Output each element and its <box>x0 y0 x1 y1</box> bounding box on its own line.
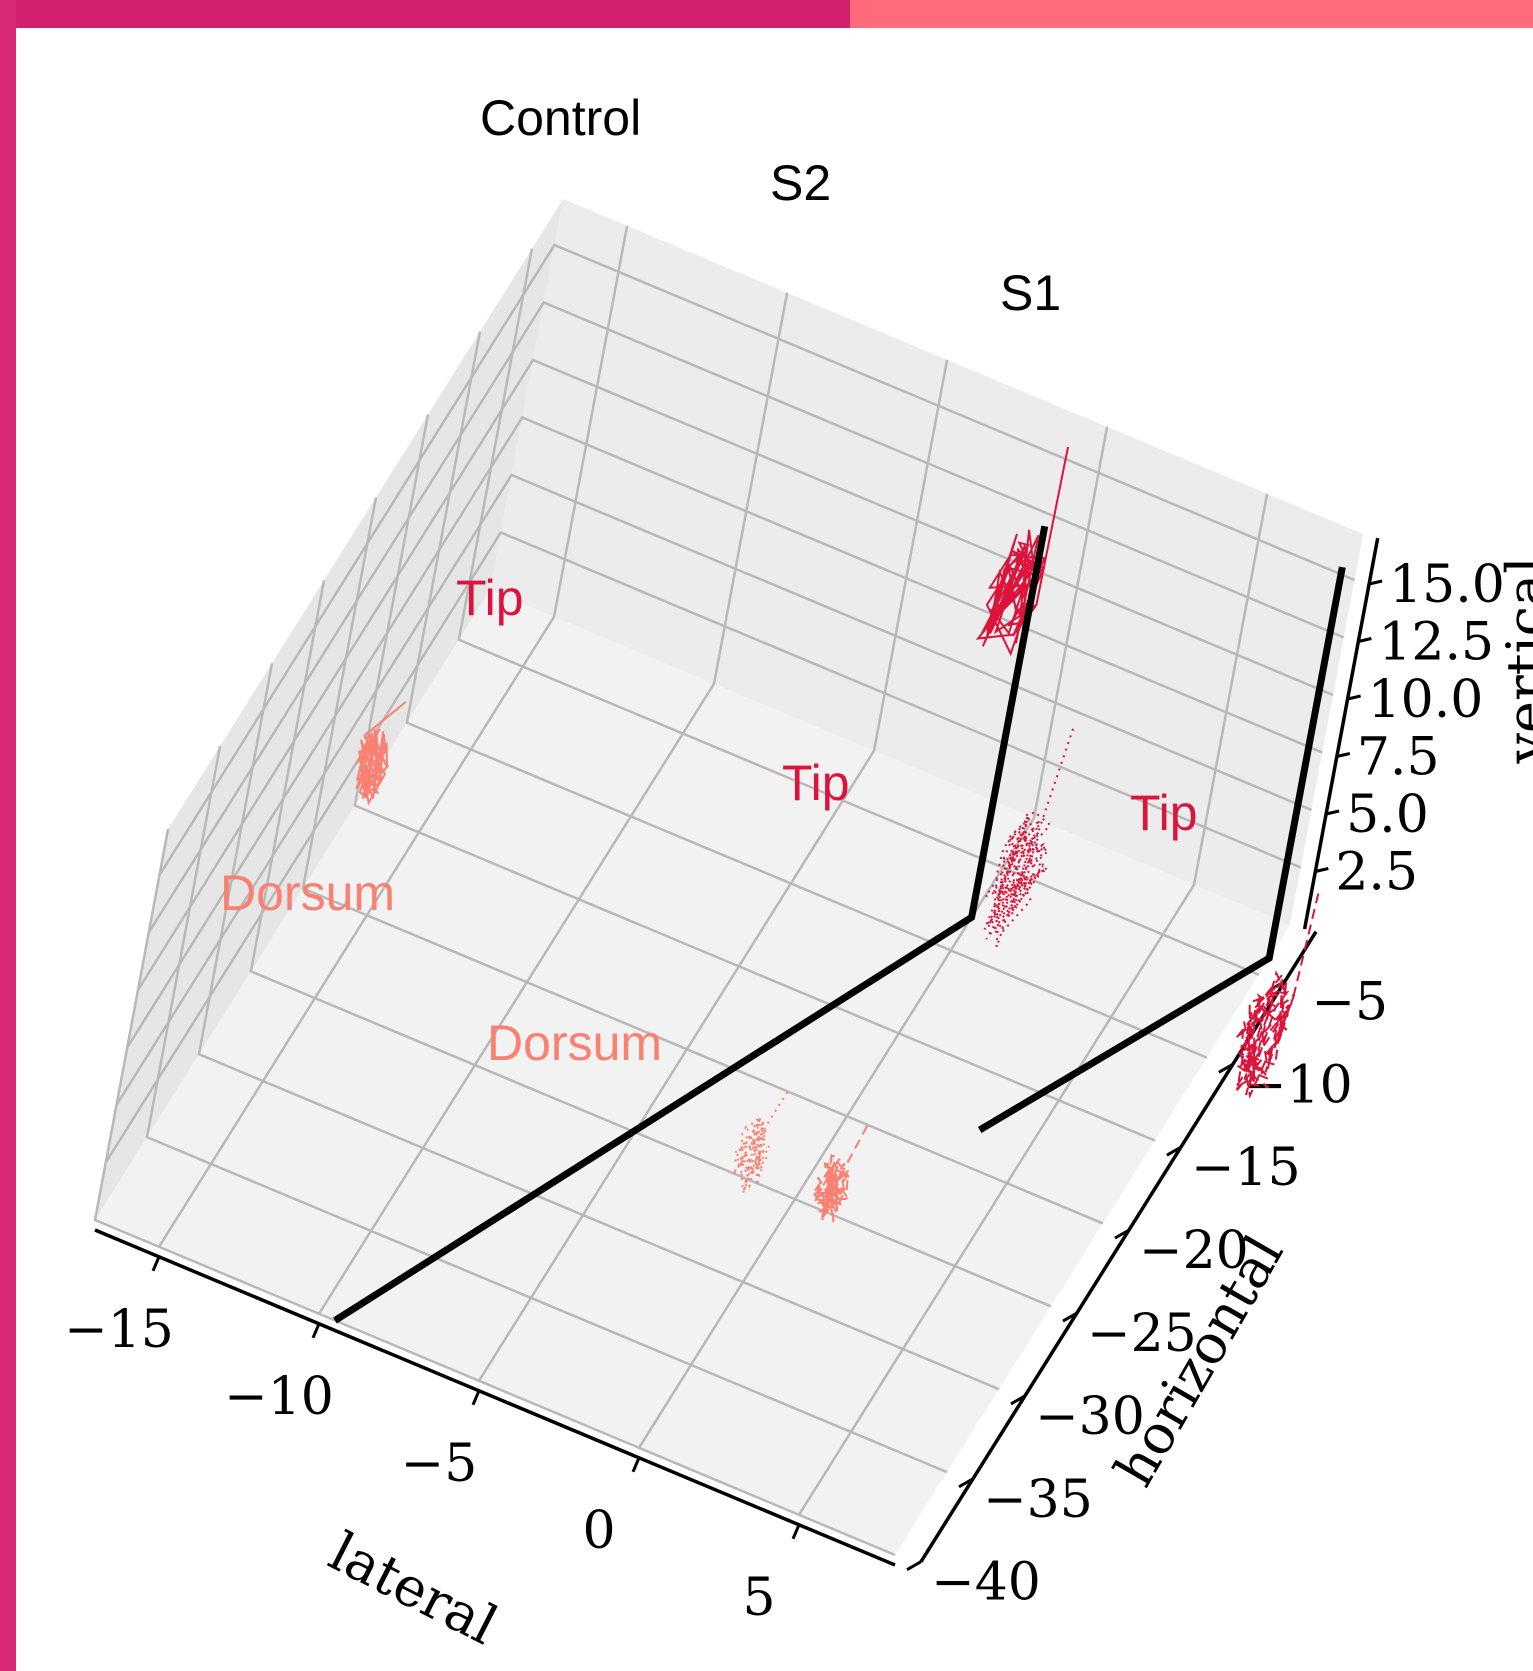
vertical-tick <box>1325 809 1340 816</box>
frame-left-band <box>0 0 16 1671</box>
trajectory-s1-tip <box>1234 893 1320 1099</box>
annotation-label: Dorsum <box>220 865 395 921</box>
annotation-label: Tip <box>1130 785 1198 841</box>
trajectory-s2-tip <box>982 728 1075 948</box>
vertical-tick-label: 15.0 <box>1389 555 1505 615</box>
gridline-horizontal <box>457 248 1260 976</box>
trajectory-control-tip <box>975 446 1070 657</box>
gridline-lateral <box>317 292 789 1315</box>
vertical-axis-line <box>1302 537 1380 930</box>
gridline-vertical <box>147 300 1345 934</box>
gridline-horizontal <box>197 662 1000 1391</box>
lateral-tick-label: −10 <box>224 1367 334 1427</box>
frame-top-left-band <box>0 0 850 28</box>
annotation-label: Control <box>480 90 641 146</box>
gridline-vertical <box>104 530 1302 1164</box>
vertical-tick <box>1347 694 1361 701</box>
horizontal-tick <box>1114 1228 1130 1240</box>
vertical-tick <box>1358 637 1372 643</box>
vertical-tick-label: 12.5 <box>1378 613 1494 673</box>
gridline-horizontal <box>93 828 896 1557</box>
trajectory-control-dorsum <box>355 701 407 806</box>
lateral-axis-line <box>94 1228 896 1567</box>
reference-line-control <box>333 525 1049 1324</box>
gridline-horizontal <box>249 580 1052 1308</box>
lateral-tick <box>311 1323 321 1339</box>
vertical-axis-label: vertical <box>1495 557 1533 765</box>
vertical-tick-label: 7.5 <box>1357 728 1440 788</box>
gridline-vertical <box>115 473 1312 1106</box>
lateral-tick <box>631 1457 641 1473</box>
back-pane <box>490 199 1364 925</box>
horizontal-tick <box>1218 1063 1234 1074</box>
trajectory-s1-dorsum <box>810 1125 869 1223</box>
vertical-tick-label: 10.0 <box>1368 670 1484 730</box>
annotation-label: S2 <box>770 155 831 211</box>
horizontal-tick <box>958 1477 974 1489</box>
vertical-tick <box>1336 752 1351 758</box>
gridline-horizontal <box>301 497 1104 1225</box>
reference-line-s1 <box>977 566 1346 1133</box>
horizontal-tick-label: −5 <box>1311 972 1388 1032</box>
lateral-tick-label: 5 <box>742 1568 775 1628</box>
gridline-lateral <box>797 493 1269 1516</box>
horizontal-tick-label: −25 <box>1087 1304 1197 1364</box>
horizontal-tick-label: −20 <box>1139 1221 1249 1281</box>
horizontal-tick <box>1010 1394 1026 1406</box>
horizontal-tick-label: −15 <box>1191 1138 1301 1198</box>
horizontal-tick-label: −30 <box>1035 1387 1145 1447</box>
gridline-vertical <box>158 243 1355 876</box>
lateral-tick <box>151 1256 161 1272</box>
horizontal-tick-label: −10 <box>1243 1055 1353 1115</box>
vertical-tick <box>1315 867 1329 873</box>
vertical-tick <box>1368 579 1383 586</box>
annotation-label: Tip <box>456 570 524 626</box>
horizontal-tick <box>1166 1145 1182 1157</box>
gridline-lateral <box>637 426 1109 1449</box>
annotation-label: S1 <box>1000 265 1061 321</box>
lateral-tick <box>471 1390 481 1406</box>
side-pane <box>95 199 564 1220</box>
lateral-tick-label: 0 <box>582 1501 615 1561</box>
lateral-tick-label: −5 <box>401 1434 478 1494</box>
lateral-tick-label: −15 <box>64 1300 174 1360</box>
gridline-lateral <box>157 225 629 1248</box>
trajectory-s2-dorsum <box>732 1091 789 1193</box>
frame-top-right-band <box>850 0 1533 28</box>
vertical-tick-label: 2.5 <box>1335 843 1418 903</box>
annotation-label: Dorsum <box>487 1015 662 1071</box>
gridline-vertical <box>126 415 1323 1049</box>
plot-3d: −15 −10 −5 0 5 −5 −10 −15 −20 −25 −30 −35 −40 2.55.07… <box>64 90 1533 1657</box>
lateral-tick <box>791 1524 801 1540</box>
horizontal-tick-label: −40 <box>931 1553 1041 1613</box>
gridline-lateral <box>477 359 949 1382</box>
gridline-vertical <box>136 358 1334 991</box>
vertical-tick-label: 5.0 <box>1346 785 1429 845</box>
annotation-label: Tip <box>782 755 850 811</box>
gridline-horizontal <box>405 331 1208 1059</box>
gridline-horizontal <box>145 745 948 1474</box>
horizontal-tick <box>1062 1311 1078 1323</box>
horizontal-tick-label: −35 <box>983 1470 1093 1530</box>
horizontal-tick <box>906 1560 922 1572</box>
gridline-horizontal <box>353 414 1156 1142</box>
